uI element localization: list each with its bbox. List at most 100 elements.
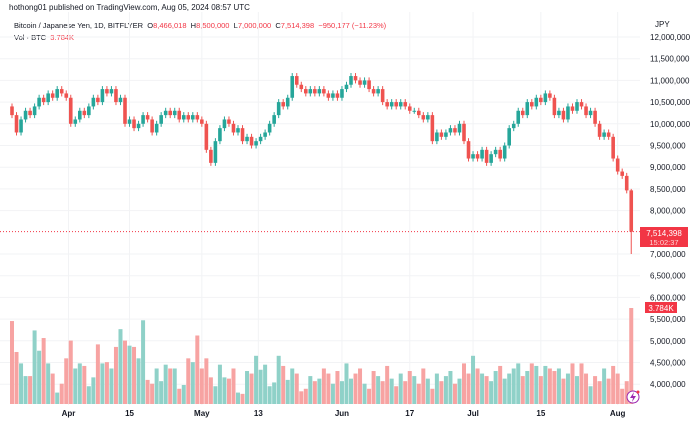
volume-bar xyxy=(552,371,557,404)
candle-body xyxy=(444,132,448,137)
candle-body xyxy=(78,110,82,120)
candle-body xyxy=(489,154,493,163)
volume-bar xyxy=(330,383,335,404)
volume-bar xyxy=(168,368,173,404)
candle-body xyxy=(308,89,313,94)
candle xyxy=(362,77,367,88)
candle-body xyxy=(172,110,177,116)
candle-body xyxy=(272,115,276,124)
candle-body xyxy=(177,110,182,120)
y-tick-label: 12,000,000 xyxy=(650,33,691,42)
candle xyxy=(68,94,73,127)
candle-body xyxy=(624,175,629,191)
candle xyxy=(539,94,543,106)
volume-bar xyxy=(344,363,349,404)
volume-bar xyxy=(95,344,100,404)
volume-bar xyxy=(28,376,33,404)
candle xyxy=(181,112,186,123)
candle-body xyxy=(32,106,37,116)
lightning-icon[interactable] xyxy=(626,390,640,404)
candle xyxy=(294,73,299,88)
candle xyxy=(304,86,308,97)
candle xyxy=(471,151,475,162)
candle-body xyxy=(258,136,263,142)
volume-bar xyxy=(376,376,381,404)
volume-bars xyxy=(10,308,634,404)
volume-bar xyxy=(50,373,55,404)
candle xyxy=(172,107,177,119)
candle xyxy=(82,107,87,119)
candle xyxy=(430,112,435,145)
candle xyxy=(100,86,105,106)
candle xyxy=(218,125,222,145)
volume-bar xyxy=(425,378,430,404)
candle-body xyxy=(493,149,498,155)
candle-body xyxy=(127,119,132,124)
candle xyxy=(195,112,200,123)
candle-body xyxy=(87,106,91,116)
open-label: O xyxy=(147,21,154,30)
volume-bar xyxy=(620,388,625,404)
volume-bar xyxy=(579,363,584,404)
candle-body xyxy=(263,132,267,137)
candle xyxy=(258,133,263,145)
candle xyxy=(109,86,114,97)
candle xyxy=(317,86,322,97)
candle-body xyxy=(236,128,240,133)
publisher-header: hothong01 published on TradingView.com, … xyxy=(9,3,250,12)
candle xyxy=(611,133,615,162)
candle xyxy=(407,103,412,114)
candle xyxy=(313,86,317,97)
candle-body xyxy=(41,97,46,103)
candle xyxy=(435,129,439,145)
volume-bar xyxy=(118,329,123,404)
volume-bar xyxy=(141,320,146,404)
volume-bar xyxy=(272,382,277,404)
candle-body xyxy=(421,115,426,120)
volume-bar xyxy=(181,384,186,404)
volume-bar xyxy=(507,373,512,404)
close-label: C xyxy=(275,21,281,30)
volume-bar xyxy=(448,371,453,404)
candle-body xyxy=(525,102,530,116)
candle xyxy=(575,99,579,114)
candle-body xyxy=(475,154,480,159)
candle-body xyxy=(136,123,141,129)
volume-bar xyxy=(493,371,498,404)
candle-body xyxy=(611,136,615,159)
price-tag-value: 7,514,398 xyxy=(646,229,682,238)
candle xyxy=(136,120,141,132)
candle xyxy=(444,129,448,140)
y-tick-label: 9,500,000 xyxy=(650,142,686,151)
candle-body xyxy=(358,80,362,85)
candle-body xyxy=(530,102,534,107)
candle xyxy=(439,129,444,140)
volume-bar xyxy=(452,383,457,404)
volume-bar xyxy=(480,373,485,404)
candle-body xyxy=(502,145,507,159)
candle xyxy=(245,133,249,145)
currency-label[interactable]: JPY xyxy=(655,20,670,29)
volume-bar xyxy=(86,386,91,404)
candle xyxy=(299,81,304,93)
volume-bar xyxy=(358,368,363,404)
candle xyxy=(254,138,258,149)
y-tick-label: 8,500,000 xyxy=(650,185,686,194)
candle-body xyxy=(281,102,285,107)
candle xyxy=(552,94,557,119)
volume-bar xyxy=(249,373,254,404)
candle xyxy=(534,94,539,110)
volume-bar xyxy=(484,376,489,404)
volume-bar xyxy=(457,378,462,404)
volume-bar xyxy=(349,378,353,404)
symbol-title[interactable]: Bitcoin / Japanese Yen, 1D, BITFLYER xyxy=(14,21,144,30)
candle-body xyxy=(593,110,597,124)
x-tick-label: 13 xyxy=(254,409,263,418)
candle-body xyxy=(163,110,168,116)
candle xyxy=(236,125,240,136)
candle-body xyxy=(407,106,412,111)
volume-bar xyxy=(14,351,19,404)
candle-body xyxy=(566,106,570,120)
volume-bar xyxy=(104,362,109,404)
